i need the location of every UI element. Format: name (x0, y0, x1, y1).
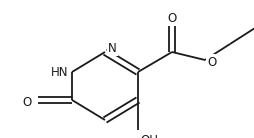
Text: O: O (207, 55, 216, 68)
Text: OH: OH (140, 134, 158, 138)
Text: O: O (23, 95, 32, 108)
Text: O: O (167, 12, 177, 25)
Text: HN: HN (51, 66, 68, 79)
Text: N: N (108, 42, 117, 55)
